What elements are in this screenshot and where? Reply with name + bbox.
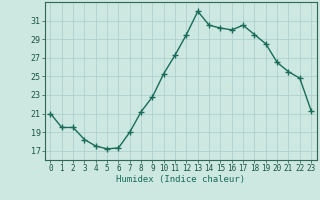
- X-axis label: Humidex (Indice chaleur): Humidex (Indice chaleur): [116, 175, 245, 184]
